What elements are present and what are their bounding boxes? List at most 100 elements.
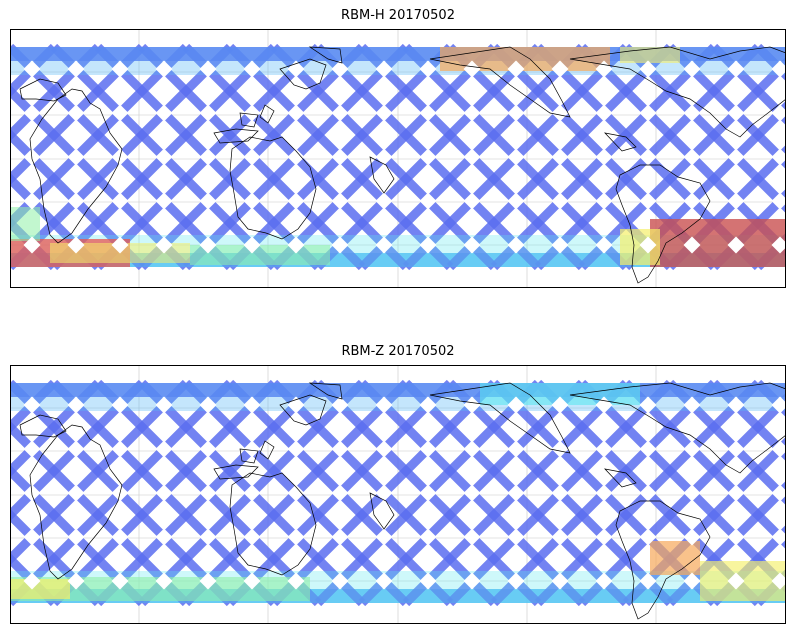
swath-gap [155,236,173,254]
swath-gap [727,60,745,78]
swath-ascending [10,379,102,478]
swath-gap [551,396,569,414]
swath-gap [67,484,85,502]
swath-gap [727,572,745,590]
swath-gap [155,104,173,122]
swath-gap [463,60,481,78]
swath-gap [155,572,173,590]
swath-gap [683,440,701,458]
swath-gap [463,572,481,590]
coastline [369,492,395,530]
swath-gap [727,440,745,458]
swath-gap [771,484,786,502]
coastline [213,464,259,480]
swath-gap [639,192,657,210]
swath-gap [331,104,349,122]
swath-gap [419,60,437,78]
swath-gap [23,528,41,546]
swath-gap [331,236,349,254]
swath-gap [507,236,525,254]
swath-gap [683,484,701,502]
swath-gap [595,236,613,254]
swath-gap [771,528,786,546]
swath-gap [287,236,305,254]
swath-gap [771,148,786,166]
swath-gap [67,572,85,590]
swath-gap [331,528,349,546]
coastline [604,468,637,488]
swath-gap [67,192,85,210]
swath-gap [419,528,437,546]
swath-gap [683,236,701,254]
swath-gap [771,60,786,78]
coastline [213,128,259,144]
coastline [604,132,637,152]
swath-gap [639,396,657,414]
swath-gap [551,572,569,590]
swath-gap [639,528,657,546]
swath-gap [67,396,85,414]
swath-gap [639,236,657,254]
swath-gap [199,60,217,78]
swath-descending [10,552,58,607]
swath-gap [67,528,85,546]
swath-descending [10,508,102,607]
swath-gap [111,192,129,210]
coastline [569,46,786,138]
swath-gap [419,236,437,254]
swath-gap [551,484,569,502]
swath-gap [683,148,701,166]
swath-gap [331,60,349,78]
swath-gap [331,572,349,590]
swath-gap [243,236,261,254]
swath-gap [771,104,786,122]
panel-title-rbm-h: RBM-H 20170502 [341,8,455,23]
swath-gap [243,528,261,546]
swath-gap [771,572,786,590]
hotspot-north-pacific [480,383,640,405]
map-frame [10,29,786,288]
map-frame [10,365,786,624]
swath-gap [551,528,569,546]
swath-gap [551,104,569,122]
coastline [615,164,711,284]
swath-gap [111,60,129,78]
swath-gap [727,192,745,210]
swath-gap [67,104,85,122]
swath-gap [595,484,613,502]
swath-gap [375,60,393,78]
coastline [229,136,317,240]
swath-gap [331,192,349,210]
coastline [615,500,711,620]
swath-gap [727,148,745,166]
swath-gap [419,192,437,210]
swath-gap [243,572,261,590]
swath-gap [375,104,393,122]
swath-gap [551,192,569,210]
swath-gap [287,528,305,546]
swath-gap [243,104,261,122]
coastline [279,58,327,90]
swath-gap [595,104,613,122]
swath-gap [155,60,173,78]
swath-gap [771,236,786,254]
swath-gap [595,148,613,166]
swath-gap [23,572,41,590]
swath-gap [155,528,173,546]
swath-gap [111,396,129,414]
swath-gap [683,528,701,546]
swath-gap [67,60,85,78]
swath-gap [243,192,261,210]
swath-gap [111,440,129,458]
coastline [308,382,343,400]
swath-gap [507,60,525,78]
swath-gap [199,192,217,210]
swath-gap [507,528,525,546]
swath-gap [507,484,525,502]
swath-gap [727,484,745,502]
swath-gap [683,60,701,78]
swath-gap [111,236,129,254]
swath-gap [111,104,129,122]
swath-gap [551,148,569,166]
hotspot-south-america [650,219,786,267]
